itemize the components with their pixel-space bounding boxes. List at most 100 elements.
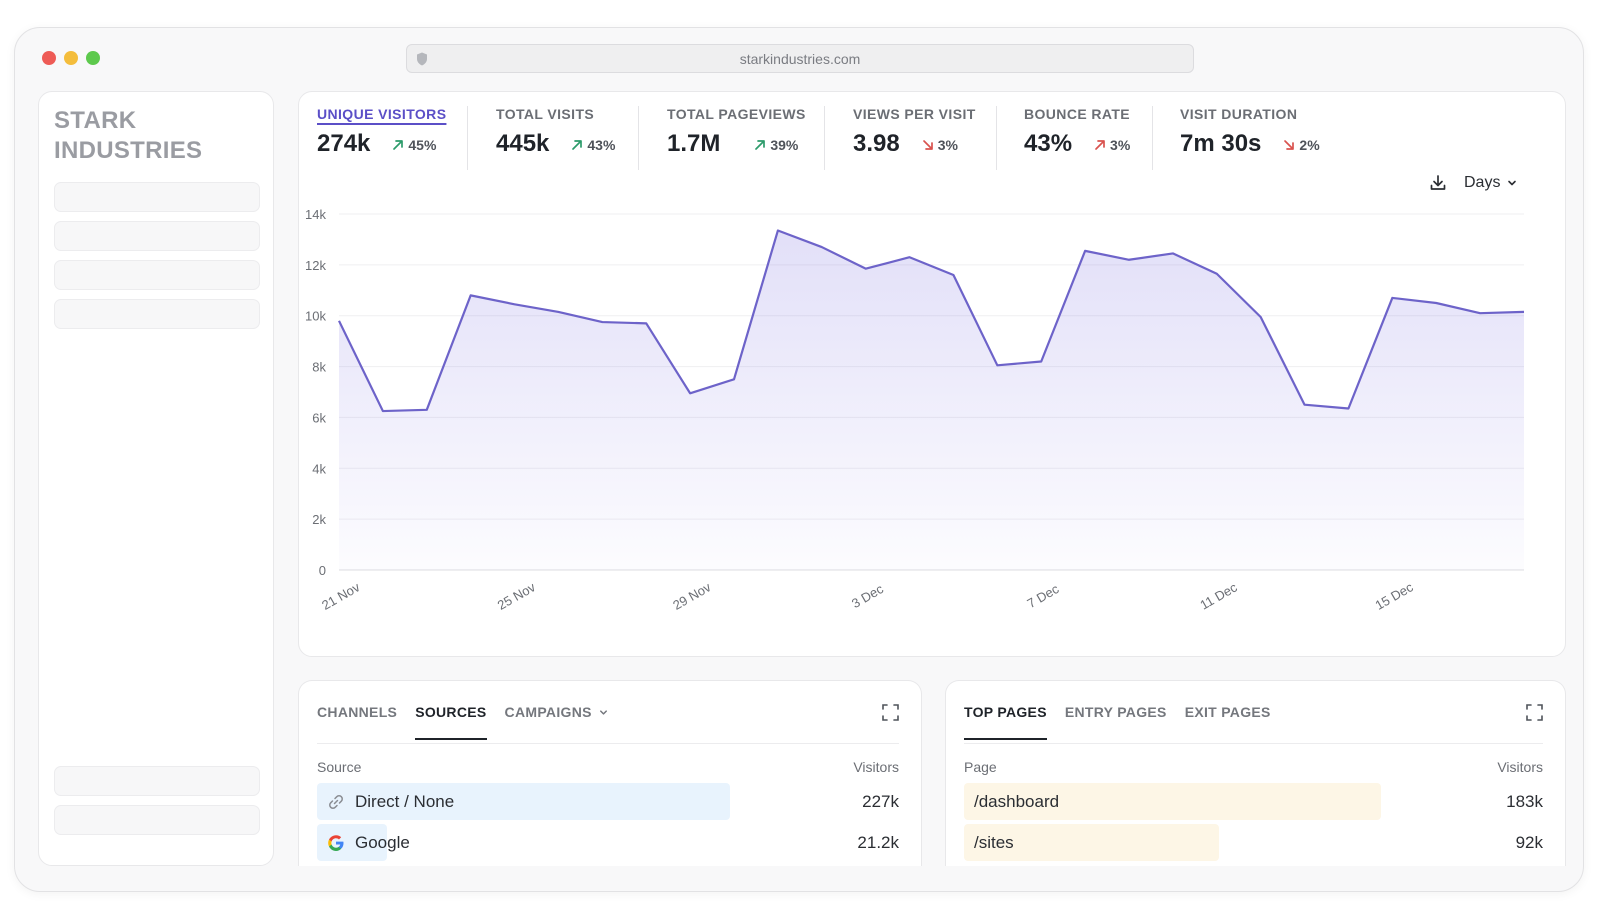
data-point[interactable]	[1167, 247, 1179, 259]
stat-bounce-rate[interactable]: BOUNCE RATE 43% 3%	[1024, 106, 1130, 158]
sidebar-item-placeholder[interactable]	[54, 766, 260, 796]
data-point[interactable]	[1342, 403, 1354, 415]
sidebar-item-placeholder[interactable]	[54, 182, 260, 212]
table-row[interactable]: Direct / None 227k	[317, 783, 899, 820]
expand-icon[interactable]	[882, 704, 899, 721]
page-path: /sites	[974, 833, 1014, 852]
data-point[interactable]	[1211, 268, 1223, 280]
column-header-visitors: Visitors	[853, 759, 899, 775]
data-point[interactable]	[684, 387, 696, 399]
data-point[interactable]	[465, 289, 477, 301]
tab-entry-pages[interactable]: ENTRY PAGES	[1064, 704, 1167, 720]
row-label: Google	[327, 833, 410, 853]
stat-value: 43%	[1024, 130, 1073, 157]
stat-value: 3.98	[853, 130, 900, 157]
data-point[interactable]	[816, 241, 828, 253]
address-bar[interactable]: starkindustries.com	[406, 44, 1194, 73]
stat-label: VISIT DURATION	[1180, 106, 1298, 122]
column-header-visitors: Visitors	[1497, 759, 1543, 775]
data-point[interactable]	[640, 317, 652, 329]
sidebar-item-placeholder[interactable]	[54, 805, 260, 835]
row-label: /dashboard	[974, 792, 1059, 812]
series-area	[339, 230, 1524, 570]
maximize-window-button[interactable]	[86, 51, 100, 65]
stat-value-row: 274k 45%	[317, 130, 446, 158]
row-label: /sites	[974, 833, 1014, 853]
stat-change-percent: 39%	[770, 137, 799, 153]
data-point[interactable]	[333, 315, 345, 327]
expand-icon[interactable]	[1526, 704, 1543, 721]
pages-panel: TOP PAGES ENTRY PAGES EXIT PAGES Page Vi…	[945, 680, 1566, 866]
visitor-count: 92k	[1515, 833, 1543, 852]
data-point[interactable]	[947, 269, 959, 281]
google-icon	[328, 835, 344, 851]
data-point[interactable]	[860, 263, 872, 275]
data-point[interactable]	[377, 405, 389, 417]
tab-divider	[964, 743, 1543, 744]
sidebar-item-placeholder[interactable]	[54, 299, 260, 329]
share-bar	[964, 824, 1219, 861]
data-point[interactable]	[1079, 245, 1091, 257]
data-point[interactable]	[1299, 399, 1311, 411]
stat-label: TOTAL PAGEVIEWS	[667, 106, 806, 122]
stat-divider	[1152, 106, 1153, 170]
data-point[interactable]	[596, 316, 608, 328]
sources-tabs: CHANNELS SOURCES CAMPAIGNS	[317, 704, 609, 740]
visitor-count: 183k	[1506, 792, 1543, 811]
sidebar-item-placeholder[interactable]	[54, 260, 260, 290]
x-tick-label: 15 Dec	[1372, 579, 1416, 613]
tab-exit-pages[interactable]: EXIT PAGES	[1184, 704, 1271, 720]
visitor-count: 21.2k	[857, 833, 899, 852]
interval-dropdown[interactable]: Days	[1464, 174, 1518, 192]
data-point[interactable]	[1430, 297, 1442, 309]
data-point[interactable]	[1123, 254, 1135, 266]
stat-visit-duration[interactable]: VISIT DURATION 7m 30s 2%	[1180, 106, 1320, 158]
stat-value-row: 7m 30s 2%	[1180, 130, 1320, 158]
table-row[interactable]: Google 21.2k	[317, 824, 899, 861]
download-icon[interactable]	[1429, 174, 1447, 192]
tab-top-pages[interactable]: TOP PAGES	[964, 704, 1047, 740]
stat-unique-visitors[interactable]: UNIQUE VISITORS 274k 45%	[317, 106, 446, 158]
arrow-up-right-icon	[393, 140, 404, 150]
stat-total-pageviews[interactable]: TOTAL PAGEVIEWS 1.7M 39%	[667, 106, 806, 158]
data-point[interactable]	[1386, 292, 1398, 304]
data-point[interactable]	[552, 306, 564, 318]
minimize-window-button[interactable]	[64, 51, 78, 65]
shield-icon	[417, 52, 427, 66]
data-point[interactable]	[1035, 355, 1047, 367]
data-point[interactable]	[421, 404, 433, 416]
data-point[interactable]	[772, 225, 784, 237]
stat-views-per-visit[interactable]: VIEWS PER VISIT 3.98 3%	[853, 106, 976, 158]
table-row[interactable]: /sites 92k	[964, 824, 1543, 861]
stat-value: 274k	[317, 130, 371, 157]
sources-panel: CHANNELS SOURCES CAMPAIGNS Source Visito…	[298, 680, 922, 866]
tab-campaigns[interactable]: CAMPAIGNS	[505, 704, 609, 737]
tab-channels[interactable]: CHANNELS	[317, 704, 398, 720]
stat-change: 45%	[392, 137, 436, 153]
sidebar-item-placeholder[interactable]	[54, 221, 260, 251]
series-line	[338, 229, 1525, 413]
stat-total-visits[interactable]: TOTAL VISITS 445k 43%	[496, 106, 615, 158]
data-point[interactable]	[1518, 306, 1530, 318]
interval-label: Days	[1464, 174, 1501, 191]
data-point[interactable]	[509, 298, 521, 310]
y-tick-label: 8k	[312, 360, 326, 375]
data-point[interactable]	[1255, 311, 1267, 323]
data-point[interactable]	[728, 373, 740, 385]
data-point[interactable]	[1474, 307, 1486, 319]
url-text: starkindustries.com	[739, 50, 861, 67]
stat-value: 7m 30s	[1180, 130, 1262, 157]
x-tick-label: 11 Dec	[1197, 579, 1240, 612]
source-name: Google	[355, 833, 410, 852]
y-tick-label: 14k	[305, 207, 326, 222]
data-point[interactable]	[991, 359, 1003, 371]
brand-logo[interactable]: STARK INDUSTRIES	[54, 106, 254, 166]
y-tick-label: 10k	[305, 309, 326, 324]
tab-sources[interactable]: SOURCES	[415, 704, 487, 740]
data-point[interactable]	[904, 251, 916, 263]
stat-change: 43%	[571, 137, 615, 153]
stat-label: BOUNCE RATE	[1024, 106, 1131, 122]
stat-value-row: 445k 43%	[496, 130, 615, 158]
close-window-button[interactable]	[42, 51, 56, 65]
table-row[interactable]: /dashboard 183k	[964, 783, 1543, 820]
